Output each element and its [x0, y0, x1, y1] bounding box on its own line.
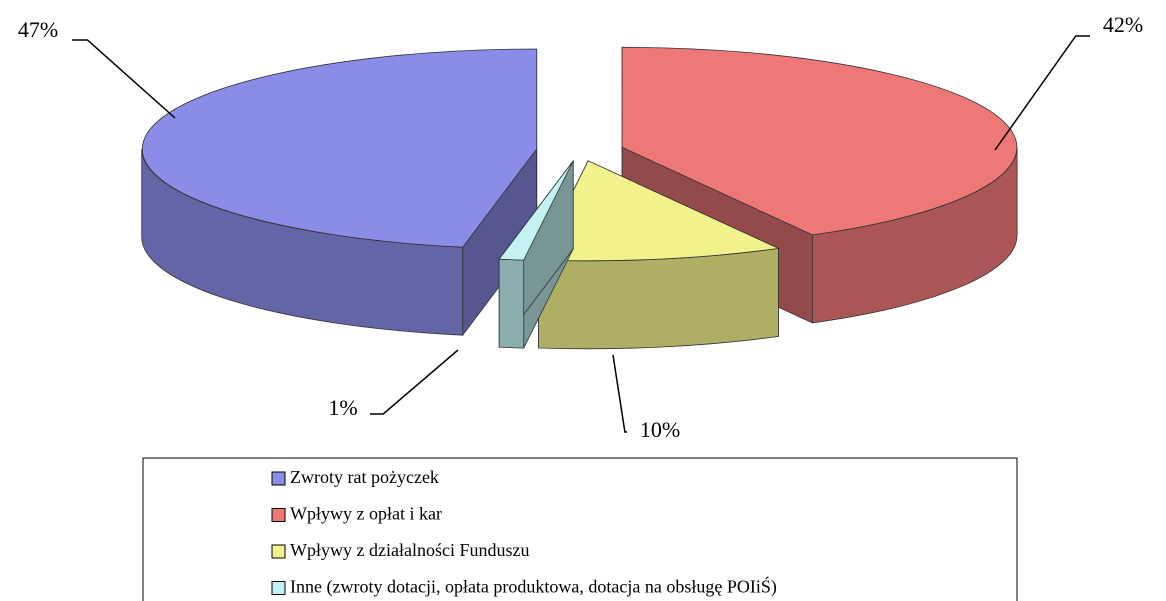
legend-swatch [271, 581, 286, 595]
legend-label: Inne (zwroty dotacji, opłata produktowa,… [290, 576, 777, 598]
leader-line [612, 354, 627, 433]
slice-wall [498, 258, 525, 349]
slice-wall [538, 247, 779, 350]
slice-top [141, 48, 538, 248]
slice [498, 159, 574, 349]
legend-label: Wpływy z działalności Funduszu [290, 540, 529, 560]
legend-swatch [271, 471, 286, 486]
slice [141, 48, 538, 337]
leader-line [72, 39, 176, 119]
slice-top [498, 160, 574, 261]
data-label: 42% [1103, 12, 1143, 37]
data-label: 1% [328, 395, 357, 420]
legend-box [142, 457, 1018, 601]
data-label: 47% [18, 17, 58, 42]
legend-swatch [271, 544, 286, 559]
leader-line [994, 35, 1090, 151]
data-label: 10% [640, 417, 680, 442]
legend-label: Zwroty rat pożyczek [290, 467, 439, 487]
pie [141, 46, 1018, 350]
slice [537, 160, 780, 350]
leader-line [370, 349, 459, 415]
slice-top [621, 46, 1018, 236]
legend-label: Wpływy z opłat i kar [290, 504, 442, 524]
legend-swatch [271, 508, 286, 522]
